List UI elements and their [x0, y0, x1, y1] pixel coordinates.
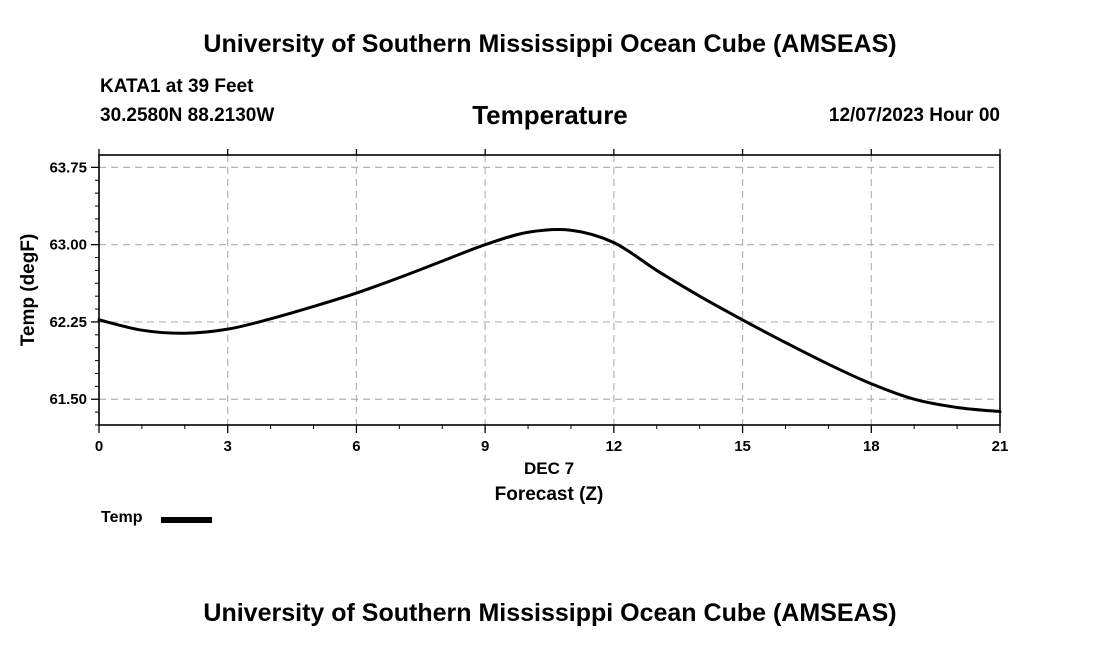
x-tick-label: 3	[224, 438, 232, 455]
legend-label: Temp	[101, 509, 143, 526]
x-tick-label: 9	[481, 438, 489, 455]
series-layer	[97, 227, 1002, 414]
y-tick-label: 63.00	[49, 237, 87, 254]
y-tick-label: 62.25	[49, 314, 87, 331]
y-tick-label: 63.75	[49, 159, 87, 176]
plot-frame	[98, 154, 1001, 426]
station-name: KATA1 at 39 Feet	[100, 76, 254, 97]
x-tick-label: 21	[992, 438, 1009, 455]
y-tick-label: 61.50	[49, 391, 87, 408]
station-coordinates: 30.2580N 88.2130W	[100, 105, 275, 126]
x-tick-label: 18	[863, 438, 880, 455]
x-tick-label: 12	[606, 438, 623, 455]
series-line-temp	[97, 227, 1002, 414]
x-tick-label: 6	[352, 438, 360, 455]
tick-marks	[91, 149, 1001, 433]
x-axis-title: Forecast (Z)	[495, 484, 604, 505]
footer-title: University of Southern Mississippi Ocean…	[203, 599, 897, 627]
forecast-time: 12/07/2023 Hour 00	[828, 105, 1000, 126]
x-tick-label: 0	[95, 438, 103, 455]
page-title: University of Southern Mississippi Ocean…	[203, 30, 897, 58]
variable-title: Temperature	[472, 100, 628, 130]
x-tick-label: 15	[734, 438, 751, 455]
y-axis-title: Temp (degF)	[18, 234, 39, 347]
axis-labels: 0 3 6 9 12 15 18 21 61.50 62.25 63.00 63.75	[49, 159, 1008, 455]
legend-swatch	[161, 517, 212, 523]
x-axis-date-label: DEC 7	[524, 459, 574, 478]
grid-lines	[99, 155, 1000, 425]
